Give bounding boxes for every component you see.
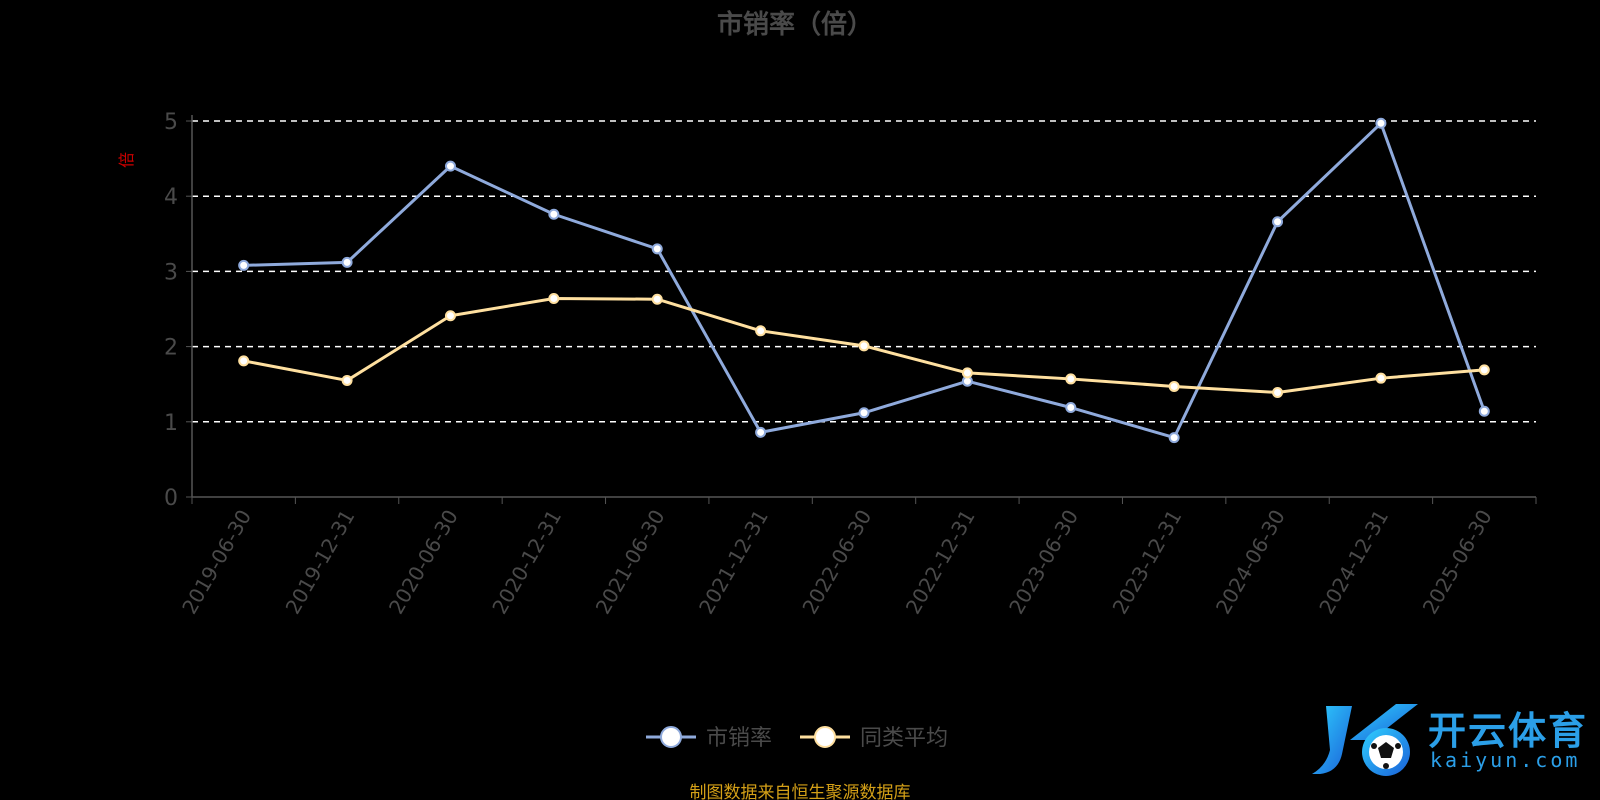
series-0-point[interactable]	[341, 256, 353, 268]
series-1-point[interactable]	[238, 355, 250, 367]
x-tick-label: 2020-06-30	[384, 506, 463, 619]
brand-logo[interactable]: 开云体育 kaiyun.com	[1312, 696, 1592, 782]
kaiyun-k-icon	[1312, 704, 1418, 776]
series-0-point[interactable]	[444, 160, 456, 172]
legend-item-1[interactable]: 同类平均	[800, 726, 948, 751]
x-tick-label: 2019-12-31	[281, 506, 360, 619]
x-tick-label: 2023-06-30	[1004, 506, 1083, 619]
x-tick-label: 2024-12-31	[1314, 506, 1393, 619]
series-1-point[interactable]	[1065, 373, 1077, 385]
chart-title: 市销率（倍）	[717, 9, 873, 40]
series-0-point[interactable]	[858, 407, 870, 419]
y-tick-label: 4	[164, 185, 178, 210]
y-axis-label: 倍	[117, 152, 136, 168]
logo-name-en: kaiyun.com	[1430, 748, 1581, 772]
axes: 0 1 2 3 4 5 2019-06-30 2019-12-31 2020-06-30 2020…	[164, 110, 1537, 619]
series-1-point[interactable]	[1375, 372, 1387, 384]
x-tick-label: 2024-06-30	[1211, 506, 1290, 619]
series-0-point[interactable]	[1272, 216, 1284, 228]
series-1-point[interactable]	[755, 325, 767, 337]
x-tick-label: 2022-12-31	[901, 506, 980, 619]
legend-marker	[814, 726, 836, 748]
series-0-point[interactable]	[1478, 405, 1490, 417]
series-1-point[interactable]	[858, 340, 870, 352]
series-lines	[238, 117, 1490, 444]
series-1-point[interactable]	[444, 310, 456, 322]
series-1-point[interactable]	[961, 367, 973, 379]
series-0-point[interactable]	[548, 208, 560, 220]
series-0-point[interactable]	[1375, 117, 1387, 129]
legend-label: 同类平均	[860, 726, 948, 751]
logo-name-cn: 开云体育	[1428, 709, 1589, 753]
x-tick-label: 2020-12-31	[487, 506, 566, 619]
source-note: 制图数据来自恒生聚源数据库	[689, 783, 911, 800]
y-tick-label: 2	[164, 336, 178, 361]
x-tick-label: 2025-06-30	[1418, 506, 1497, 619]
x-tick-label: 2021-06-30	[591, 506, 670, 619]
series-1-point[interactable]	[1168, 380, 1180, 392]
series-1-point[interactable]	[1272, 386, 1284, 398]
y-tick-label: 0	[164, 486, 178, 511]
series-0-point[interactable]	[755, 426, 767, 438]
series-1-point[interactable]	[1478, 364, 1490, 376]
y-tick-label: 3	[164, 260, 178, 285]
series-1-point[interactable]	[548, 292, 560, 304]
legend-item-0[interactable]: 市销率	[646, 726, 772, 751]
series-1-point[interactable]	[341, 374, 353, 386]
x-tick-label: 2023-12-31	[1108, 506, 1187, 619]
legend-marker	[660, 726, 682, 748]
y-tick-label: 5	[164, 110, 178, 135]
legend-label: 市销率	[706, 726, 772, 751]
legend: 市销率 同类平均	[646, 726, 948, 751]
x-tick-label: 2022-06-30	[797, 506, 876, 619]
series-0-point[interactable]	[1168, 432, 1180, 444]
series-0-point[interactable]	[1065, 402, 1077, 414]
x-tick-label: 2019-06-30	[177, 506, 256, 619]
series-1-point[interactable]	[651, 293, 663, 305]
y-tick-label: 1	[164, 411, 178, 436]
x-tick-label: 2021-12-31	[694, 506, 773, 619]
series-0-point[interactable]	[651, 243, 663, 255]
series-0-point[interactable]	[238, 259, 250, 271]
